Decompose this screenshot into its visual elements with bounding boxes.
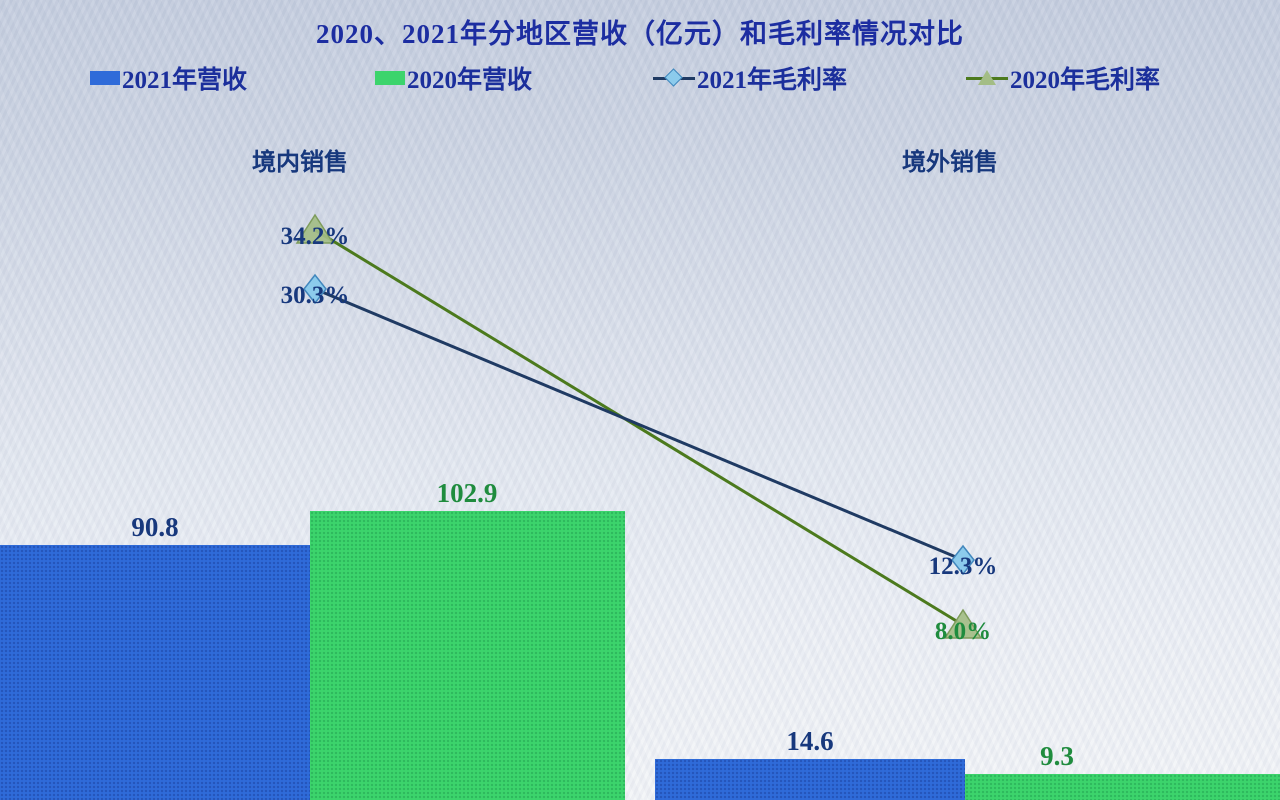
bar-value-label: 102.9 bbox=[436, 478, 498, 508]
margin-point-label: 8.0% bbox=[934, 618, 992, 645]
legend-item-2021-margin: 2021年毛利率 bbox=[653, 62, 847, 94]
bar-value-label: 9.3 bbox=[1040, 741, 1074, 771]
category-label-overseas: 境外销售 bbox=[902, 150, 998, 176]
bar-2020-revenue-overseas bbox=[965, 774, 1280, 800]
bar-2021-revenue-overseas bbox=[655, 759, 965, 800]
chart-title: 2020、2021年分地区营收（亿元）和毛利率情况对比 bbox=[316, 19, 964, 49]
legend-label: 2021年毛利率 bbox=[697, 67, 848, 94]
line-diamond-marker-icon bbox=[653, 68, 695, 87]
margin-point-label: 34.2% bbox=[280, 223, 350, 250]
legend-item-2020-revenue: 2020年营收 bbox=[375, 62, 532, 94]
bar-value-label: 90.8 bbox=[131, 512, 179, 542]
legend-item-2020-margin: 2020年毛利率 bbox=[966, 62, 1160, 94]
margin-point-label: 30.3% bbox=[280, 282, 350, 309]
margin-point-label: 12.3% bbox=[928, 553, 998, 580]
legend-label: 2020年毛利率 bbox=[1010, 67, 1161, 94]
line-triangle-marker-icon bbox=[966, 69, 1008, 87]
bar-2020-revenue-domestic bbox=[310, 511, 625, 800]
category-label-domestic: 境内销售 bbox=[252, 150, 348, 176]
legend-item-2021-revenue: 2021年营收 bbox=[90, 62, 247, 94]
legend-label: 2021年营收 bbox=[122, 67, 248, 94]
legend-label: 2020年营收 bbox=[407, 67, 533, 94]
bar-value-label: 14.6 bbox=[786, 726, 834, 756]
bar-2021-revenue-domestic bbox=[0, 545, 310, 800]
bar-swatch-green-icon bbox=[375, 71, 405, 85]
bar-swatch-blue-icon bbox=[90, 71, 120, 85]
